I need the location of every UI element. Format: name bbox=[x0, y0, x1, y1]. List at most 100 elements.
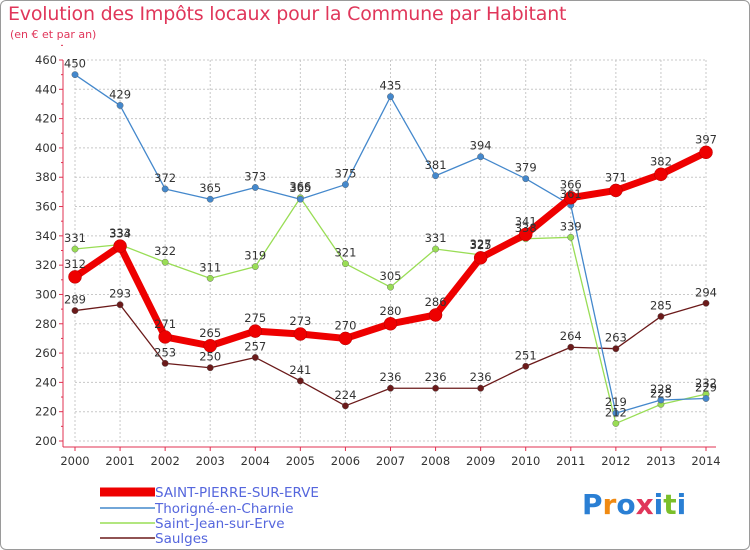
data-point-saint-pierre-sur-erve bbox=[68, 270, 82, 284]
x-tick-label: 2008 bbox=[421, 454, 450, 468]
data-point-thorign-en-charnie bbox=[116, 102, 124, 109]
data-label-saint-jean-sur-erve: 225 bbox=[650, 386, 672, 400]
data-point-saint-pierre-sur-erve bbox=[383, 317, 398, 331]
data-label-saulges: 224 bbox=[334, 388, 356, 402]
data-point-saint-pierre-sur-erve bbox=[338, 331, 353, 346]
data-label-saint-pierre-sur-erve: 341 bbox=[515, 214, 537, 228]
y-tick-label: 340 bbox=[35, 229, 57, 243]
data-label-saulges: 236 bbox=[425, 370, 447, 384]
data-label-saint-jean-sur-erve: 319 bbox=[244, 249, 266, 263]
y-tick-label: 400 bbox=[35, 141, 57, 155]
data-label-saint-jean-sur-erve: 331 bbox=[64, 231, 86, 245]
y-tick-label: 260 bbox=[35, 346, 57, 360]
data-point-saulges bbox=[116, 301, 124, 309]
data-point-saulges bbox=[612, 345, 620, 353]
data-point-saulges bbox=[387, 384, 394, 392]
x-tick-label: 2009 bbox=[466, 454, 495, 468]
legend-label: SAINT-PIERRE-SUR-ERVE bbox=[155, 485, 319, 501]
logo-letter: t bbox=[663, 488, 677, 521]
data-label-saulges: 236 bbox=[380, 370, 402, 384]
data-label-saulges: 253 bbox=[154, 345, 176, 359]
legend-label: Saint-Jean-sur-Erve bbox=[155, 516, 285, 532]
y-tick-label: 240 bbox=[35, 375, 57, 389]
data-label-saint-pierre-sur-erve: 273 bbox=[289, 314, 311, 328]
data-point-saint-pierre-sur-erve bbox=[609, 183, 623, 198]
data-point-saint-jean-sur-erve bbox=[342, 260, 349, 268]
y-tick-label: 200 bbox=[35, 434, 57, 448]
data-label-thorign-en-charnie: 379 bbox=[515, 161, 537, 175]
y-tick-label: 420 bbox=[35, 112, 57, 126]
data-label-saint-pierre-sur-erve: 270 bbox=[334, 318, 356, 332]
data-point-saint-pierre-sur-erve bbox=[293, 327, 308, 341]
y-tick-label: 300 bbox=[35, 287, 57, 301]
data-label-thorign-en-charnie: 372 bbox=[154, 171, 176, 185]
data-label-saint-pierre-sur-erve: 280 bbox=[380, 304, 402, 318]
data-label-saint-pierre-sur-erve: 397 bbox=[695, 132, 717, 146]
y-tick-label: 280 bbox=[35, 317, 57, 331]
data-point-saulges bbox=[702, 299, 710, 307]
data-point-thorign-en-charnie bbox=[206, 195, 214, 203]
data-label-saint-jean-sur-erve: 339 bbox=[560, 219, 582, 233]
logo-letter: x bbox=[635, 488, 654, 521]
y-tick-label: 220 bbox=[35, 405, 57, 419]
x-tick-label: 2013 bbox=[646, 454, 675, 468]
data-point-saulges bbox=[567, 343, 575, 351]
y-tick-label: 380 bbox=[35, 170, 57, 184]
data-label-saint-jean-sur-erve: 311 bbox=[199, 260, 221, 274]
data-point-saint-pierre-sur-erve bbox=[428, 308, 443, 322]
series-lines bbox=[68, 71, 713, 427]
data-point-thorign-en-charnie bbox=[477, 153, 485, 161]
data-point-saint-pierre-sur-erve bbox=[564, 190, 578, 205]
data-point-thorign-en-charnie bbox=[432, 172, 439, 180]
data-label-saint-pierre-sur-erve: 265 bbox=[199, 326, 221, 340]
data-label-thorign-en-charnie: 373 bbox=[244, 169, 266, 183]
x-tick-label: 2011 bbox=[556, 454, 585, 468]
x-tick-label: 2007 bbox=[376, 454, 405, 468]
data-point-saint-pierre-sur-erve bbox=[699, 145, 713, 160]
data-point-saint-jean-sur-erve bbox=[432, 245, 439, 253]
data-label-saulges: 264 bbox=[560, 329, 582, 343]
proxiti-logo: Proxiti bbox=[582, 488, 686, 521]
data-label-thorign-en-charnie: 219 bbox=[605, 395, 627, 409]
data-point-saint-jean-sur-erve bbox=[161, 258, 169, 266]
data-point-saint-pierre-sur-erve bbox=[654, 167, 668, 182]
data-point-saint-jean-sur-erve bbox=[387, 283, 394, 291]
data-label-saulges: 236 bbox=[470, 370, 492, 384]
data-point-saint-pierre-sur-erve bbox=[518, 227, 533, 242]
logo-letter: i bbox=[653, 488, 664, 521]
data-point-saint-jean-sur-erve bbox=[567, 233, 575, 241]
data-point-thorign-en-charnie bbox=[657, 396, 665, 404]
data-point-saint-pierre-sur-erve bbox=[113, 239, 127, 253]
x-tick-label: 2000 bbox=[60, 454, 89, 468]
data-point-saint-pierre-sur-erve bbox=[473, 251, 488, 265]
data-label-thorign-en-charnie: 361 bbox=[560, 187, 582, 201]
data-point-saint-pierre-sur-erve bbox=[158, 330, 172, 344]
data-label-saulges: 285 bbox=[650, 298, 672, 312]
x-tick-label: 2005 bbox=[286, 454, 315, 468]
data-point-saulges bbox=[206, 364, 214, 372]
y-tick-label: 460 bbox=[35, 53, 57, 67]
data-label-saint-pierre-sur-erve: 312 bbox=[64, 257, 86, 271]
logo-letter: r bbox=[602, 488, 617, 521]
data-point-thorign-en-charnie bbox=[161, 185, 169, 193]
data-label-saulges: 294 bbox=[695, 285, 717, 299]
x-tick-label: 2014 bbox=[691, 454, 720, 468]
data-label-saint-jean-sur-erve: 331 bbox=[425, 231, 447, 245]
data-label-saint-pierre-sur-erve: 286 bbox=[425, 295, 447, 309]
x-tick-label: 2003 bbox=[196, 454, 225, 468]
data-label-thorign-en-charnie: 381 bbox=[425, 158, 447, 172]
data-label-saint-jean-sur-erve: 321 bbox=[334, 246, 356, 260]
data-label-saint-jean-sur-erve: 322 bbox=[154, 244, 176, 258]
data-label-saulges: 263 bbox=[605, 331, 627, 345]
data-point-saulges bbox=[296, 377, 304, 385]
data-label-saint-pierre-sur-erve: 366 bbox=[560, 178, 582, 192]
data-point-thorign-en-charnie bbox=[522, 175, 530, 183]
x-tick-label: 2004 bbox=[241, 454, 270, 468]
data-label-saint-jean-sur-erve: 305 bbox=[380, 269, 402, 283]
logo-letter: i bbox=[676, 488, 687, 521]
chart-subtitle: (en € et par an) bbox=[10, 28, 97, 41]
data-label-saint-pierre-sur-erve: 371 bbox=[605, 170, 627, 184]
data-label-saint-jean-sur-erve: 338 bbox=[515, 221, 537, 235]
logo-letter: o bbox=[616, 488, 636, 521]
